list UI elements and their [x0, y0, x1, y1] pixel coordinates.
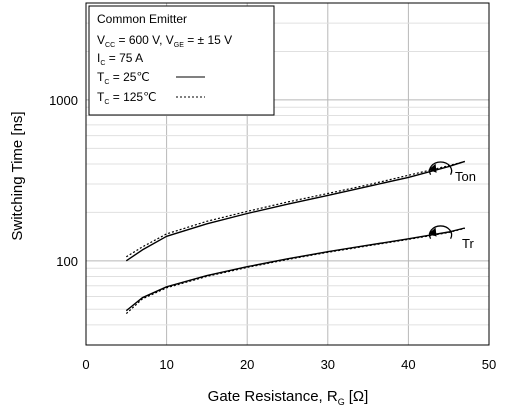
- annotation-arrowhead: [428, 227, 437, 237]
- y-tick-label: 1000: [49, 93, 78, 108]
- legend-line-current: IC = 75 A: [97, 51, 143, 67]
- x-axis-label: Gate Resistance, RG [Ω]: [208, 388, 369, 407]
- x-tick-label: 50: [482, 357, 496, 372]
- annotation-arc: [428, 161, 453, 176]
- x-tick-label: 10: [159, 357, 173, 372]
- series-group: [125, 160, 466, 315]
- series-line-ton-125-: [125, 160, 465, 258]
- annotation-ton: Ton: [455, 169, 476, 184]
- tick-labels: 0 10 20 30 40 50 100 1000: [49, 93, 496, 372]
- series-line-tr-125-: [125, 227, 465, 315]
- legend-line-voltage: VCC = 600 V, VGE = ± 15 V: [97, 33, 232, 49]
- x-tick-label: 40: [401, 357, 415, 372]
- legend: Common Emitter VCC = 600 V, VGE = ± 15 V…: [88, 5, 275, 116]
- x-tick-label: 30: [321, 357, 335, 372]
- y-axis-label: Switching Time [ns]: [9, 111, 26, 240]
- grid: [86, 3, 489, 345]
- annotation-tr: Tr: [462, 236, 474, 251]
- legend-line-125c: TC = 125℃: [97, 90, 157, 106]
- plot-frame: [85, 2, 490, 346]
- legend-line-25c: TC = 25℃: [97, 70, 150, 86]
- annotation-arc: [428, 225, 453, 239]
- x-tick-label: 20: [240, 357, 254, 372]
- legend-title: Common Emitter: [97, 12, 187, 26]
- x-tick-label: 0: [82, 357, 89, 372]
- series-line-tr-25-: [125, 227, 465, 312]
- y-tick-label: 100: [56, 254, 78, 269]
- annotation-arrowhead: [428, 163, 437, 173]
- annotation-markers: [428, 161, 453, 239]
- series-line-ton-25-: [125, 160, 466, 262]
